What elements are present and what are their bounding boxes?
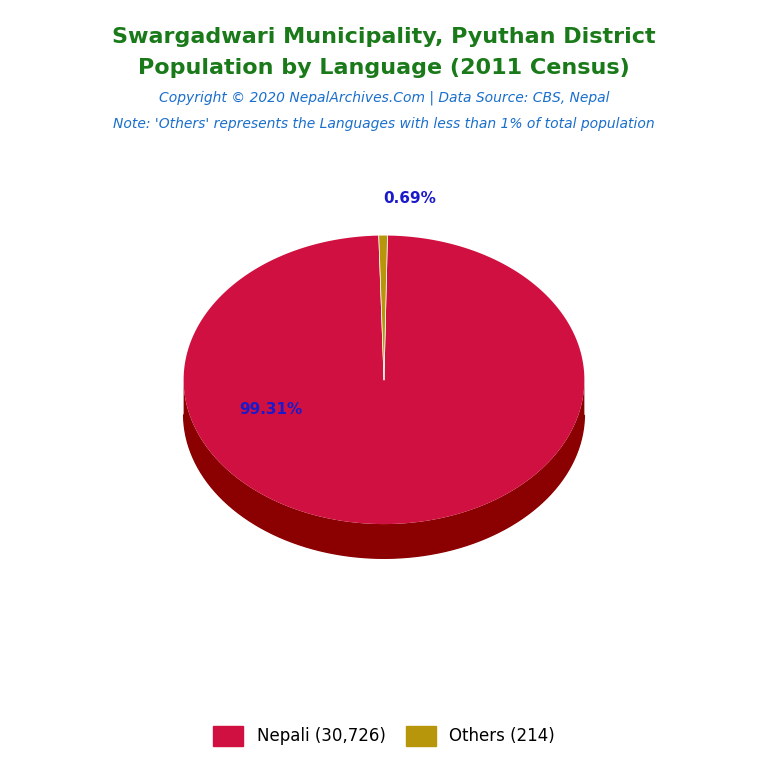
Text: 0.69%: 0.69% — [383, 191, 435, 207]
Text: Copyright © 2020 NepalArchives.Com | Data Source: CBS, Nepal: Copyright © 2020 NepalArchives.Com | Dat… — [159, 91, 609, 105]
Text: 99.31%: 99.31% — [240, 402, 303, 417]
Polygon shape — [184, 381, 584, 558]
Polygon shape — [184, 236, 584, 524]
Text: Note: 'Others' represents the Languages with less than 1% of total population: Note: 'Others' represents the Languages … — [113, 117, 655, 131]
Polygon shape — [379, 236, 388, 380]
Text: Population by Language (2011 Census): Population by Language (2011 Census) — [138, 58, 630, 78]
Text: Swargadwari Municipality, Pyuthan District: Swargadwari Municipality, Pyuthan Distri… — [112, 27, 656, 47]
Legend: Nepali (30,726), Others (214): Nepali (30,726), Others (214) — [214, 726, 554, 746]
